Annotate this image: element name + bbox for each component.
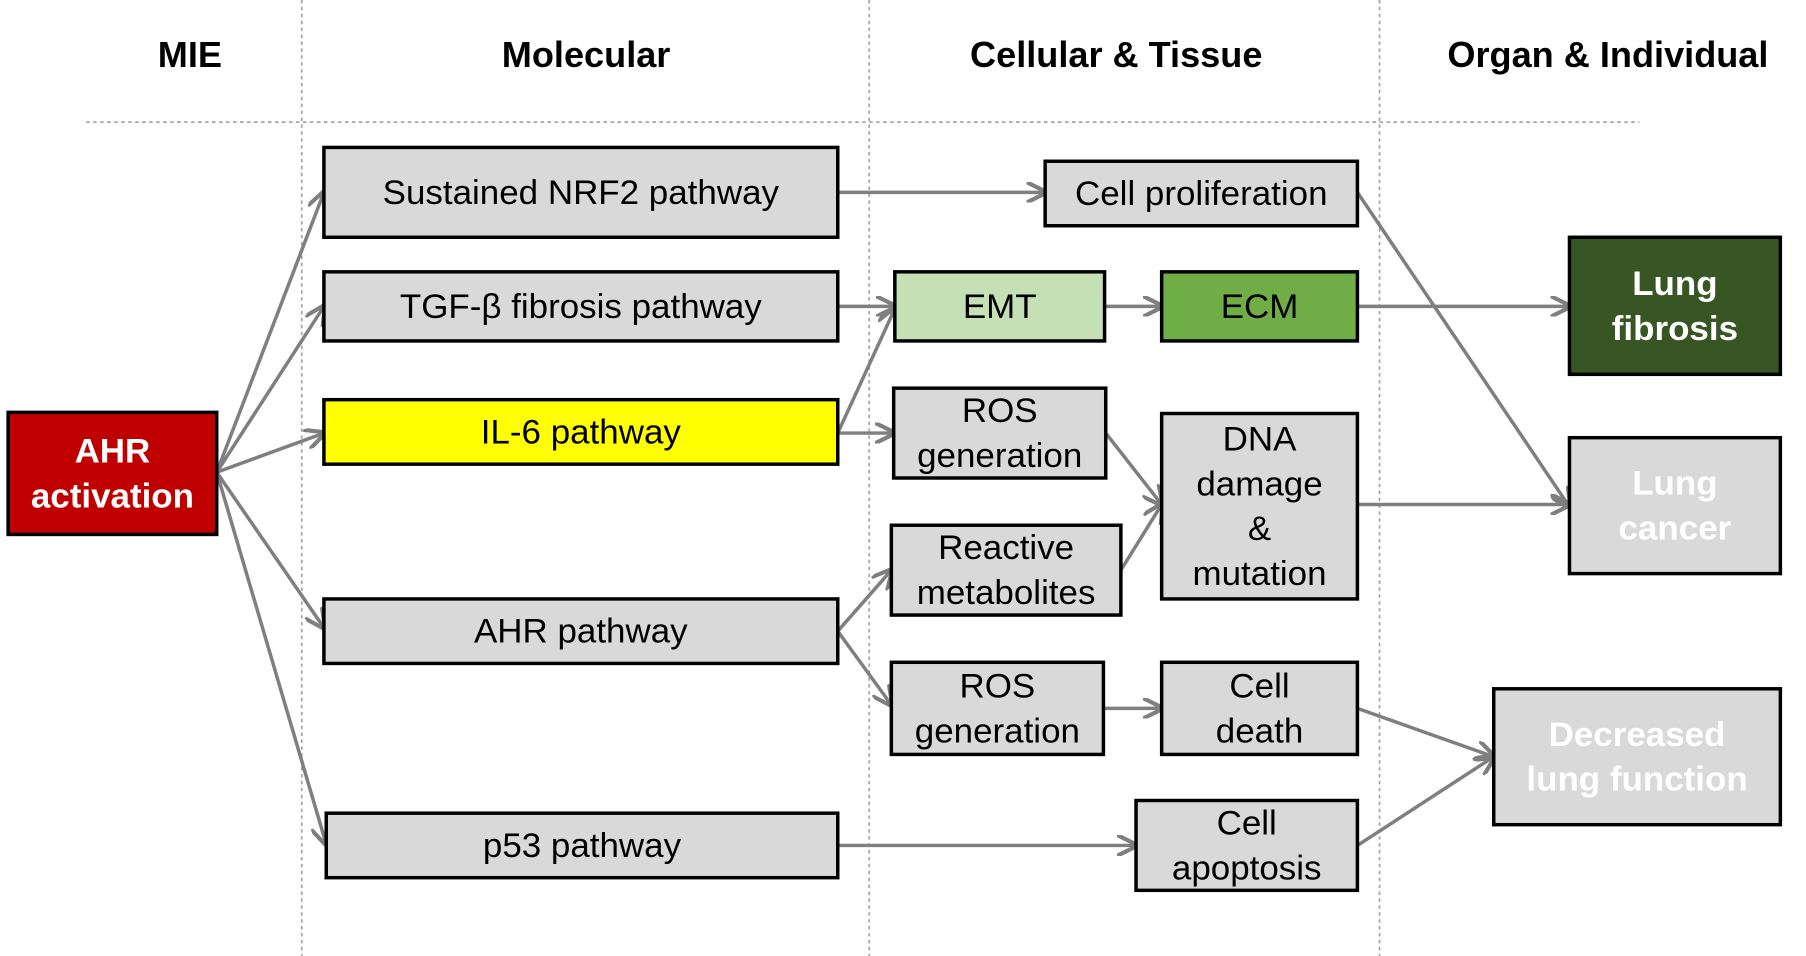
- node-box: [322, 145, 840, 239]
- node-label: cancer: [1619, 510, 1732, 548]
- node-box: [891, 386, 1108, 480]
- arrow-reactive-metabolites-to-dna-damage: [1119, 504, 1162, 572]
- node-label: activation: [31, 478, 194, 516]
- node-box: [889, 660, 1106, 757]
- grid-lines: [86, 0, 1640, 956]
- node-box: [889, 523, 1123, 617]
- arrow-cell-proliferation-to-lung-cancer: [1355, 191, 1569, 506]
- node-label: Cell proliferation: [1075, 175, 1328, 213]
- node-box: [1567, 235, 1783, 377]
- node-label: generation: [917, 437, 1082, 475]
- node-box: [324, 811, 840, 880]
- arrow-ros1-to-dna-damage: [1104, 432, 1162, 504]
- node-label: ROS: [962, 392, 1038, 430]
- node-cell-apoptosis: Cell apoptosis: [1134, 798, 1360, 893]
- arrow-il6-to-emt: [836, 309, 895, 434]
- node-label: ROS: [960, 668, 1036, 706]
- node-label: damage: [1196, 465, 1322, 503]
- node-box: [1043, 159, 1360, 228]
- node-il6: IL-6 pathway: [322, 397, 840, 466]
- arrow-cell-apoptosis-to-decreased-lung-function: [1356, 757, 1493, 847]
- arrows: [215, 191, 1570, 847]
- node-reactive-metabolites: Reactive metabolites: [889, 523, 1123, 617]
- node-label: Lung: [1632, 465, 1717, 503]
- node-ros1: ROS generation: [891, 386, 1108, 480]
- arrow-ahr-activation-to-tgfb: [215, 306, 324, 474]
- arrow-ahr-activation-to-il6: [216, 433, 324, 474]
- node-label: metabolites: [917, 574, 1096, 612]
- node-label: fibrosis: [1612, 310, 1738, 348]
- node-p53: p53 pathway: [324, 811, 840, 880]
- node-label: &: [1248, 510, 1271, 548]
- node-label: TGF-β fibrosis pathway: [400, 288, 763, 326]
- arrow-ahr-pathway-to-ros2: [836, 630, 892, 705]
- header-organ-individual: Organ & Individual: [1447, 34, 1768, 75]
- node-dna-damage: DNA damage & mutation: [1159, 411, 1360, 601]
- node-ros2: ROS generation: [889, 660, 1106, 757]
- node-label: IL-6 pathway: [481, 414, 682, 452]
- node-tgfb: TGF-β fibrosis pathway: [322, 270, 840, 343]
- node-label: apoptosis: [1172, 850, 1322, 888]
- arrow-ahr-activation-to-ahr-pathway: [215, 471, 324, 627]
- header-molecular: Molecular: [502, 34, 671, 75]
- node-label: Decreased: [1549, 716, 1726, 754]
- node-box: [1567, 435, 1783, 576]
- nodes: AHR activation Sustained NRF2 pathway TGF-β…: [6, 145, 1783, 893]
- arrow-ahr-pathway-to-reactive-metabolites: [836, 570, 892, 633]
- node-label: Lung: [1632, 265, 1717, 303]
- node-label: p53 pathway: [483, 827, 682, 865]
- node-emt: EMT: [893, 270, 1107, 343]
- node-label: ECM: [1221, 288, 1299, 326]
- node-label: Reactive: [938, 529, 1074, 567]
- header-mie: MIE: [158, 34, 222, 75]
- node-box: [1134, 798, 1360, 893]
- node-label: mutation: [1193, 555, 1327, 593]
- arrow-cell-death-to-decreased-lung-function: [1356, 706, 1493, 756]
- node-label: AHR pathway: [474, 613, 688, 651]
- node-box: [1159, 660, 1360, 757]
- node-label: lung function: [1526, 761, 1747, 799]
- node-cell-death: Cell death: [1159, 660, 1360, 757]
- node-label: AHR: [75, 433, 151, 471]
- node-box: [1491, 687, 1783, 827]
- node-ahr-pathway: AHR pathway: [322, 597, 840, 666]
- node-box: [6, 410, 219, 537]
- node-box: [1159, 411, 1360, 601]
- node-label: Cell: [1217, 805, 1277, 843]
- node-label: Sustained NRF2 pathway: [383, 174, 780, 212]
- node-box: [1159, 270, 1360, 343]
- node-label: EMT: [963, 288, 1037, 326]
- node-decreased-lung-function: Decreased lung function: [1491, 687, 1783, 827]
- node-ecm: ECM: [1159, 270, 1360, 343]
- node-label: death: [1216, 713, 1303, 751]
- node-box: [322, 597, 840, 666]
- node-lung-fibrosis: Lung fibrosis: [1567, 235, 1783, 377]
- node-nrf2: Sustained NRF2 pathway: [322, 145, 840, 239]
- header-cellular-tissue: Cellular & Tissue: [970, 34, 1262, 75]
- node-box: [893, 270, 1107, 343]
- node-label: generation: [915, 713, 1080, 751]
- node-cell-proliferation: Cell proliferation: [1043, 159, 1360, 228]
- node-box: [322, 270, 840, 343]
- node-lung-cancer: Lung cancer: [1567, 435, 1783, 576]
- node-ahr-activation: AHR activation: [6, 410, 219, 537]
- arrow-ahr-activation-to-p53: [215, 471, 327, 844]
- node-box: [322, 397, 840, 466]
- node-label: DNA: [1223, 421, 1298, 459]
- node-label: Cell: [1229, 668, 1289, 706]
- arrow-ahr-activation-to-nrf2: [215, 192, 324, 473]
